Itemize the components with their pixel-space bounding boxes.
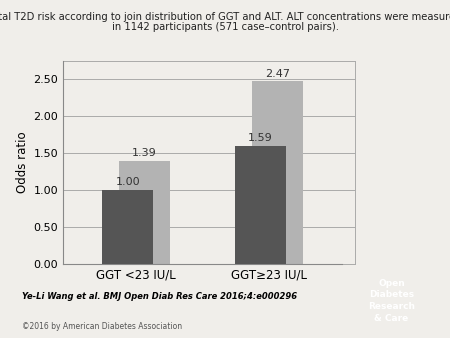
Text: 1.00: 1.00 <box>116 177 140 187</box>
Text: Open
Diabetes
Research
& Care: Open Diabetes Research & Care <box>368 279 415 323</box>
Text: ©2016 by American Diabetes Association: ©2016 by American Diabetes Association <box>22 322 183 331</box>
Text: 1.39: 1.39 <box>132 148 157 158</box>
Text: Total T2D risk according to join distribution of GGT and ALT. ALT concentrations: Total T2D risk according to join distrib… <box>0 12 450 22</box>
Text: 1.59: 1.59 <box>248 134 273 143</box>
Bar <box>235 146 286 264</box>
Text: in 1142 participants (571 case–control pairs).: in 1142 participants (571 case–control p… <box>112 22 338 32</box>
Bar <box>252 81 302 264</box>
Text: 2.47: 2.47 <box>265 69 290 78</box>
Text: Ye-Li Wang et al. BMJ Open Diab Res Care 2016;4:e000296: Ye-Li Wang et al. BMJ Open Diab Res Care… <box>22 292 297 301</box>
Y-axis label: Odds ratio: Odds ratio <box>16 131 29 193</box>
Bar <box>103 190 153 264</box>
Bar <box>119 161 170 264</box>
